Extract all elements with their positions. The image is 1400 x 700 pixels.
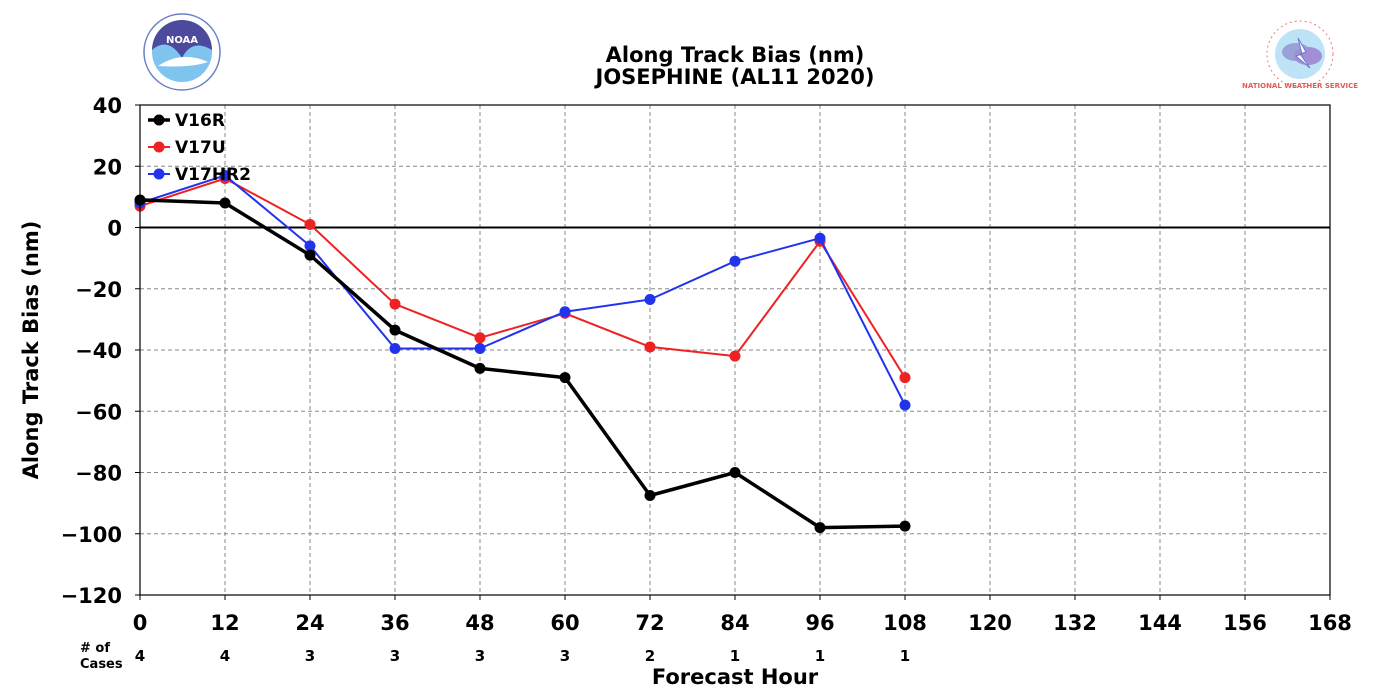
y-tick-labels: −120 −100 −80 −60 −40 −20 0 20 40	[61, 94, 140, 608]
x-tick-label: 60	[550, 611, 579, 635]
case-count: 1	[815, 647, 825, 665]
data-point	[899, 520, 911, 532]
x-tick-label: 108	[883, 611, 927, 635]
data-point	[474, 332, 486, 344]
x-tick-label: 156	[1223, 611, 1267, 635]
x-axis-label: Forecast Hour	[652, 665, 819, 689]
data-point	[304, 249, 316, 261]
case-count: 2	[645, 647, 655, 665]
data-point	[219, 197, 231, 209]
case-count: 4	[135, 647, 145, 665]
x-tick-label: 24	[295, 611, 324, 635]
data-point	[304, 218, 316, 230]
chart-subtitle: JOSEPHINE (AL11 2020)	[594, 65, 875, 89]
x-tick-label: 120	[968, 611, 1012, 635]
cases-row: 4 4 3 3 3 3 2 1 1 1	[135, 647, 910, 665]
y-tick-label: −20	[75, 278, 122, 302]
x-tick-label: 36	[380, 611, 409, 635]
y-axis-label: Along Track Bias (nm)	[19, 221, 43, 480]
data-point	[474, 362, 486, 374]
x-tick-label: 84	[720, 611, 749, 635]
case-count: 3	[560, 647, 570, 665]
nws-logo-text: NATIONAL WEATHER SERVICE	[1242, 82, 1358, 90]
data-point	[814, 232, 826, 244]
x-tick-label: 12	[210, 611, 239, 635]
data-point	[899, 399, 911, 411]
data-point	[729, 467, 741, 478]
series-v16r	[134, 194, 911, 534]
x-tick-label: 72	[635, 611, 664, 635]
x-tick-labels: 0 12 24 36 48 60 72 84 96 108 120 132 144 156 168	[133, 595, 1352, 635]
chart-title: Along Track Bias (nm)	[606, 43, 865, 67]
nws-logo: NATIONAL WEATHER SERVICE	[1242, 16, 1358, 92]
data-point	[559, 372, 571, 384]
legend-label: V17HR2	[175, 165, 251, 185]
x-tick-label: 96	[805, 611, 834, 635]
x-tick-label: 144	[1138, 611, 1182, 635]
legend-marker	[153, 141, 165, 153]
y-tick-label: −60	[75, 400, 122, 424]
legend-label: V17U	[175, 138, 226, 158]
cases-label-line1: # of	[80, 641, 110, 656]
data-point	[729, 255, 741, 267]
data-point	[899, 372, 911, 384]
legend-item-v17u: V17U	[148, 138, 226, 158]
y-tick-label: −40	[75, 339, 122, 363]
data-point	[814, 522, 826, 534]
y-tick-label: 20	[93, 155, 122, 179]
data-point	[389, 298, 401, 310]
series-line	[139, 177, 906, 379]
data-point	[389, 324, 401, 336]
legend: V16R V17U V17HR2	[148, 111, 251, 185]
case-count: 3	[305, 647, 315, 665]
data-point	[304, 240, 316, 252]
series-line	[139, 174, 906, 406]
x-tick-label: 0	[133, 611, 148, 635]
series-line	[139, 198, 906, 530]
data-point	[474, 342, 486, 354]
grid-lines	[140, 105, 1330, 595]
series-v17u	[134, 173, 911, 384]
y-tick-label: 40	[93, 94, 122, 118]
data-point	[219, 169, 231, 181]
data-point	[644, 293, 656, 305]
noaa-logo: NOAA	[143, 13, 221, 91]
x-tick-label: 48	[465, 611, 494, 635]
series-v17hr2	[134, 169, 911, 411]
series-layer	[134, 169, 911, 534]
case-count: 3	[390, 647, 400, 665]
y-tick-label: −80	[75, 462, 122, 486]
case-count: 4	[220, 647, 230, 665]
noaa-logo-text: NOAA	[166, 35, 198, 46]
legend-label: V16R	[175, 111, 225, 131]
legend-item-v16r: V16R	[148, 111, 225, 131]
data-point	[644, 341, 656, 353]
data-point	[389, 342, 401, 354]
y-tick-label: −100	[61, 523, 122, 547]
data-point	[729, 350, 741, 362]
legend-marker	[153, 114, 165, 126]
x-tick-label: 168	[1308, 611, 1352, 635]
data-point	[559, 306, 571, 318]
case-count: 3	[475, 647, 485, 665]
data-point	[644, 489, 656, 501]
y-tick-label: −120	[61, 584, 122, 608]
case-count: 1	[730, 647, 740, 665]
x-tick-label: 132	[1053, 611, 1097, 635]
cases-label-line2: Cases	[80, 657, 123, 672]
y-tick-label: 0	[107, 217, 122, 241]
legend-item-v17hr2: V17HR2	[148, 165, 251, 185]
legend-marker	[153, 168, 165, 180]
case-count: 1	[900, 647, 910, 665]
